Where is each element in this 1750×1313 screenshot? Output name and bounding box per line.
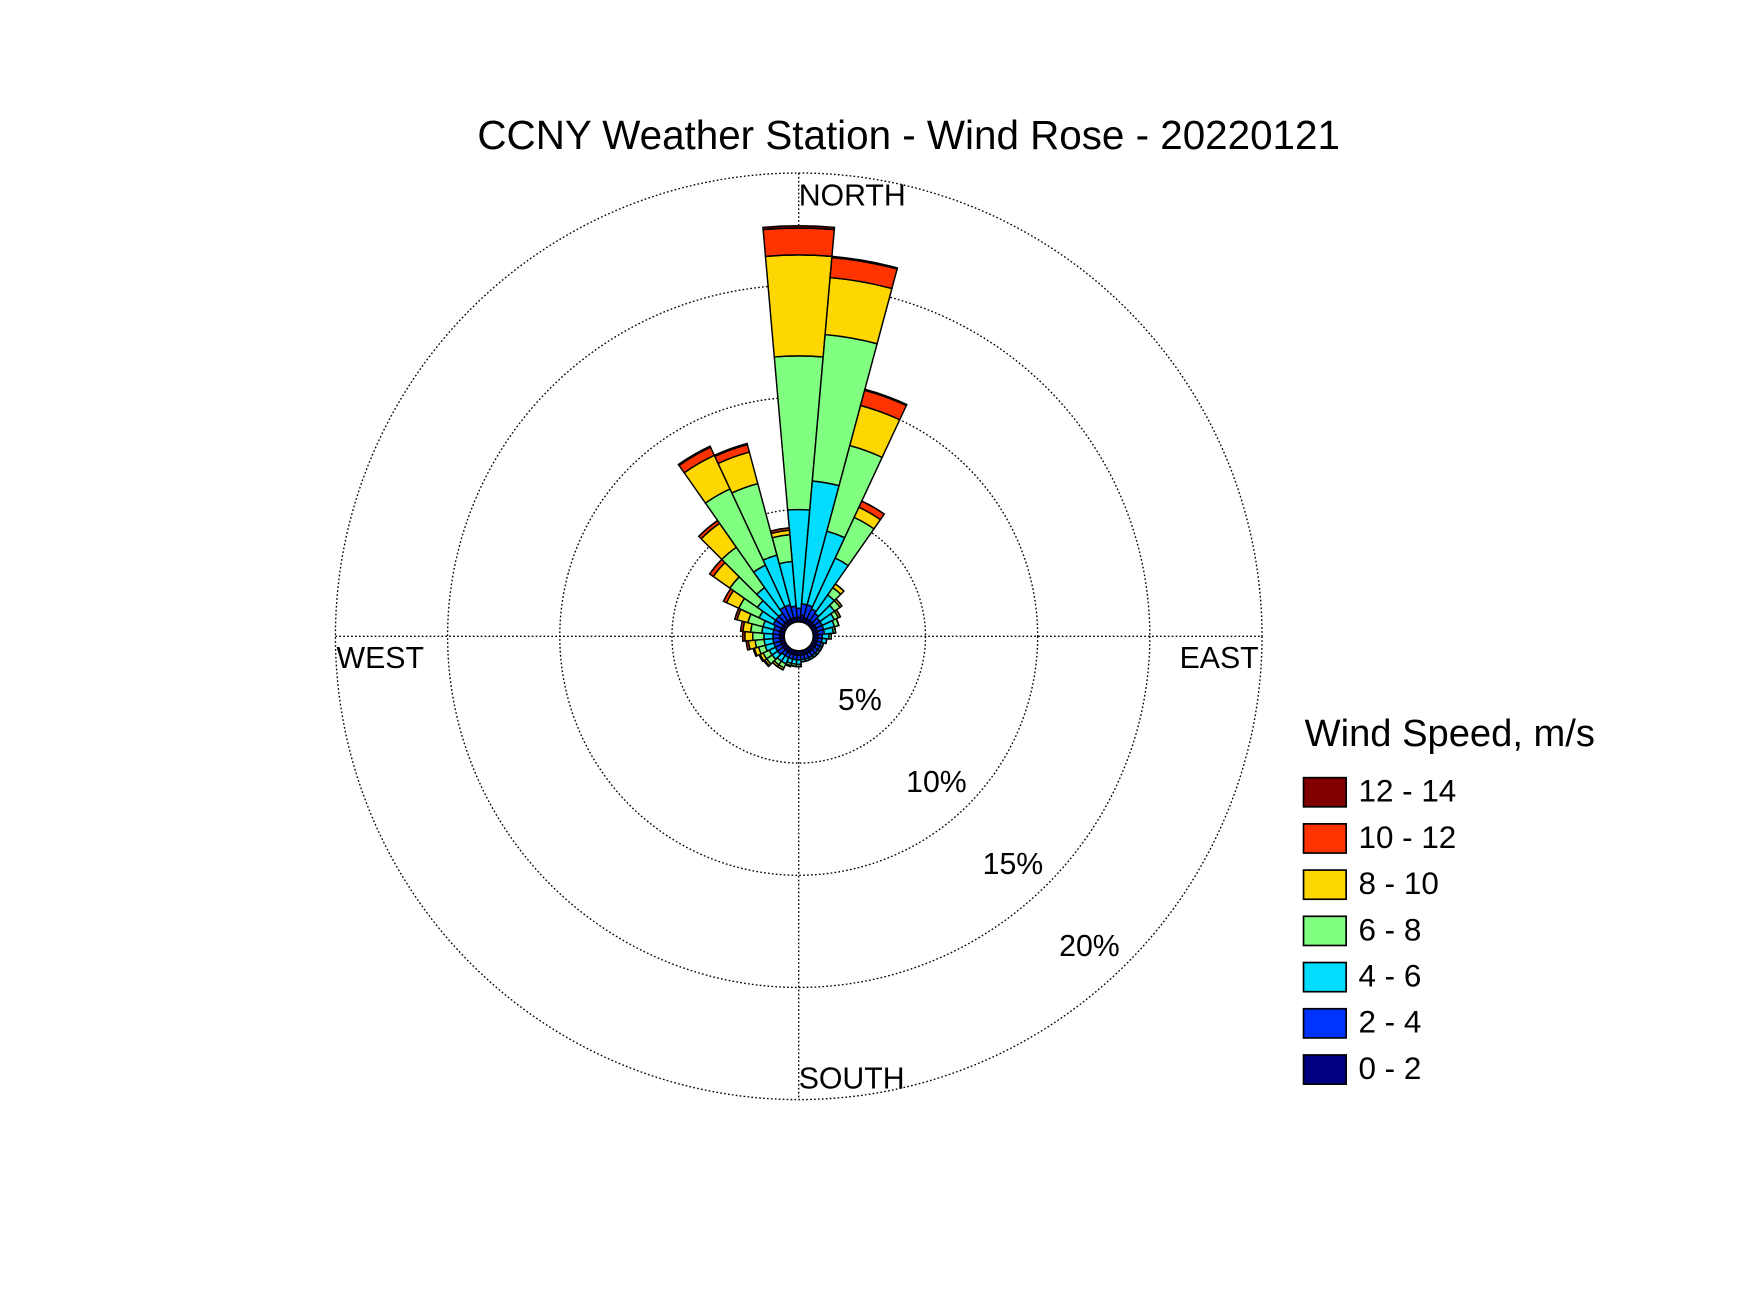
- wind-segment: [863, 388, 908, 407]
- legend-swatch: [1302, 776, 1347, 808]
- legend-label: 4 - 6: [1358, 959, 1421, 994]
- direction-label: EAST: [1180, 642, 1259, 675]
- wind-segment: [835, 598, 843, 607]
- wind-segment: [677, 445, 712, 467]
- r-tick-label: 15%: [983, 848, 1044, 881]
- wind-segment: [790, 664, 797, 668]
- wind-segment: [764, 254, 833, 358]
- direction-label: WEST: [337, 642, 424, 675]
- grid-ring: [334, 172, 1263, 1101]
- center-hole: [783, 620, 815, 652]
- legend-swatch: [1302, 869, 1347, 901]
- legend-label: 10 - 12: [1358, 820, 1456, 855]
- legend-swatch: [1302, 1054, 1347, 1085]
- direction-label: NORTH: [799, 180, 906, 213]
- wind-segment: [831, 255, 899, 270]
- legend-label: 0 - 2: [1358, 1051, 1421, 1086]
- wind-segment: [825, 638, 828, 644]
- r-tick-label: 20%: [1059, 930, 1120, 963]
- wind-segment: [762, 225, 836, 231]
- direction-label: SOUTH: [799, 1063, 905, 1096]
- wind-segment: [744, 630, 754, 642]
- legend-title: Wind Speed, m/s: [1305, 712, 1595, 755]
- wind-segment: [762, 227, 836, 258]
- wind-segment: [713, 442, 749, 458]
- wind-segment: [834, 583, 845, 592]
- r-tick-label: 5%: [838, 684, 882, 717]
- legend-label: 6 - 8: [1358, 912, 1421, 947]
- r-tick-label: 10%: [906, 766, 967, 799]
- legend-label: 12 - 14: [1358, 774, 1456, 809]
- legend-swatch: [1302, 961, 1347, 993]
- chart-title: CCNY Weather Station - Wind Rose - 20220…: [477, 112, 1340, 158]
- legend-swatch: [1302, 823, 1347, 854]
- legend-label: 8 - 10: [1358, 866, 1438, 901]
- legend-label: 2 - 4: [1358, 1005, 1421, 1040]
- legend-swatch: [1302, 1007, 1347, 1039]
- legend-swatch: [1302, 915, 1347, 947]
